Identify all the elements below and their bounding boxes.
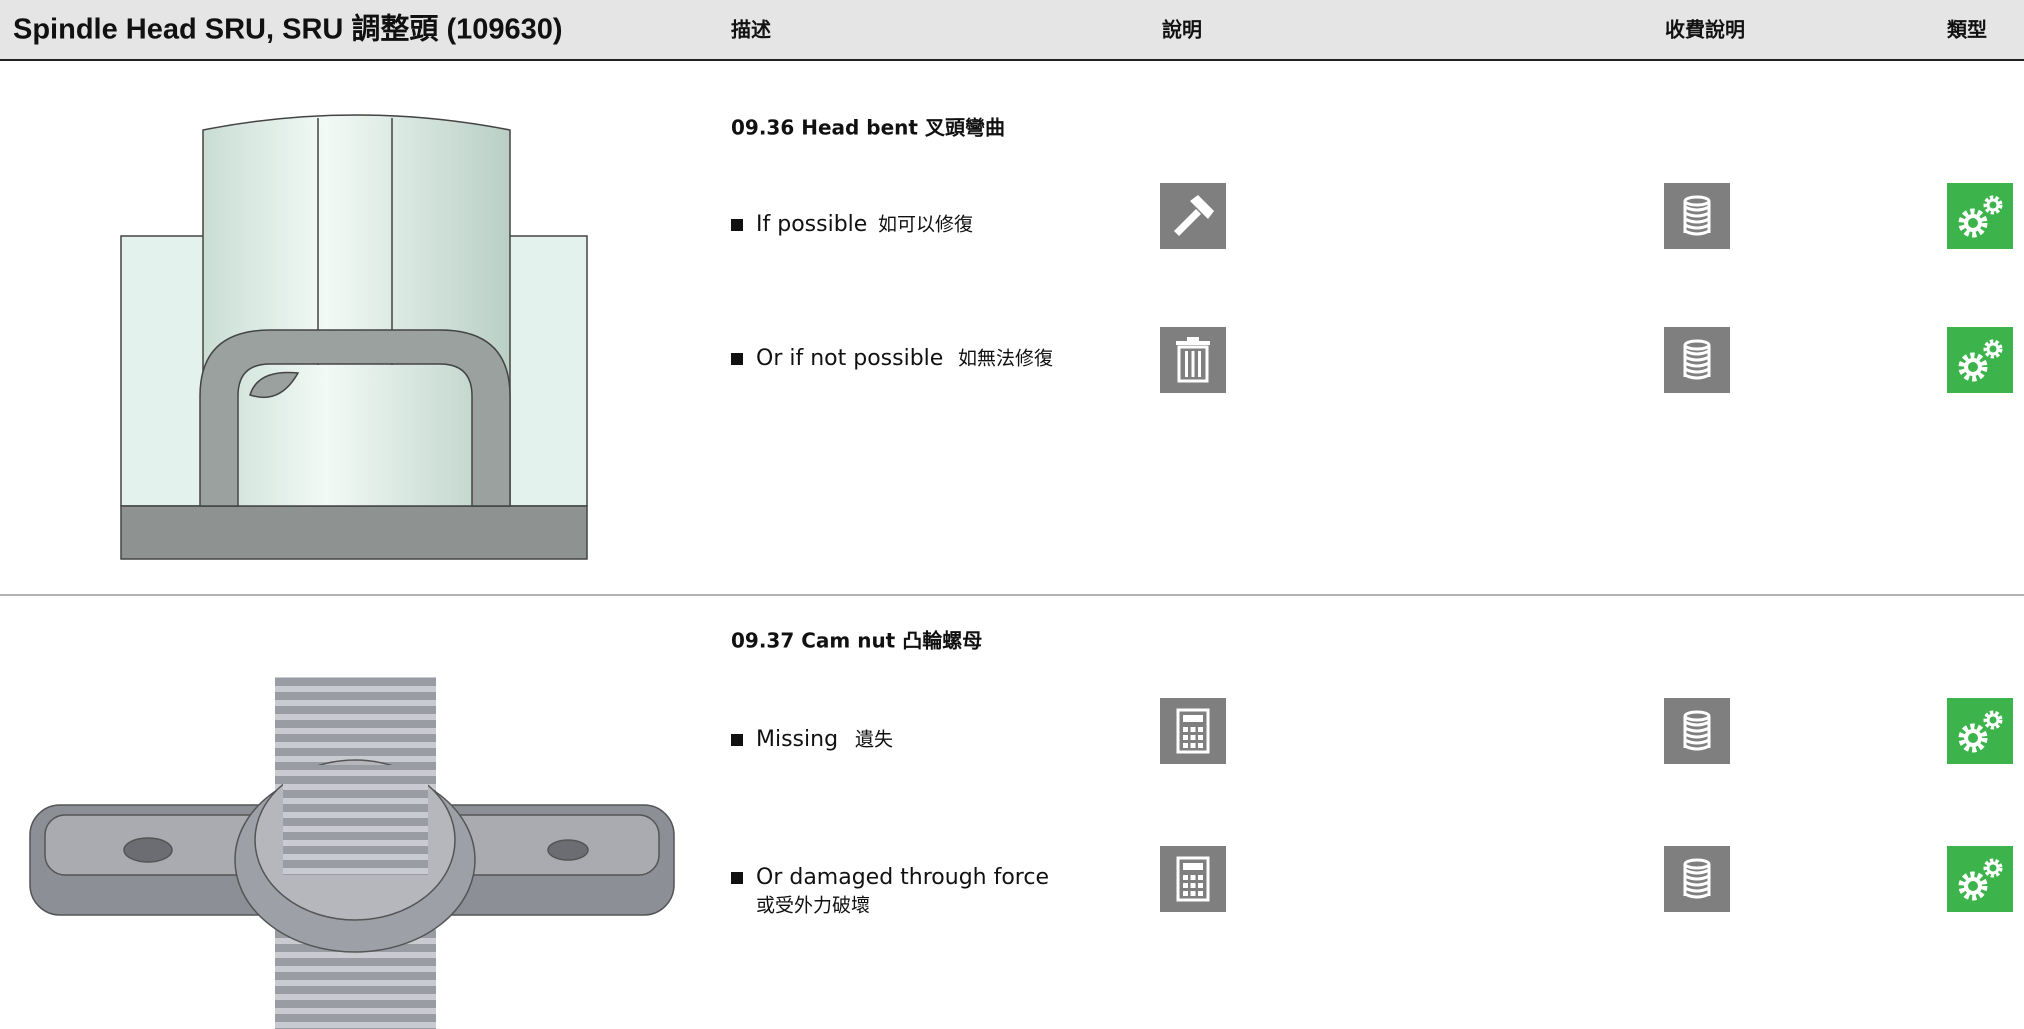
item-text: Missing [756,727,838,752]
page-title: Spindle Head SRU, SRU 調整頭 (109630) [13,13,563,46]
illustration [120,114,588,560]
header-bar [0,0,2024,59]
section-heading: 09.37 Cam nut 凸輪螺母 [731,629,982,653]
bullet [731,219,743,231]
calculate-icon [1160,698,1226,764]
cost-icon [1664,846,1730,912]
section-heading: 09.36 Head bent 叉頭彎曲 [731,116,1005,140]
item-text-zh: 如可以修復 [878,214,973,236]
type-icon [1947,327,2013,393]
item-text-zh: 如無法修復 [958,348,1053,370]
column-header: 說明 [1162,17,1202,41]
column-header: 描述 [731,17,771,41]
item-text: Or damaged through force [756,865,1049,890]
illustration [29,677,675,1029]
item-text: Or if not possible [756,346,943,371]
bullet [731,734,743,746]
bullet [731,353,743,365]
cost-icon [1664,327,1730,393]
cost-icon [1664,698,1730,764]
item-text: If possible [756,212,867,237]
type-icon [1947,846,2013,912]
item-text-zh: 遺失 [855,729,893,751]
item-text-zh: 或受外力破壞 [756,895,870,917]
column-header: 類型 [1947,18,1987,41]
repair-icon [1160,183,1226,249]
calculate-icon [1160,846,1226,912]
cost-icon [1664,183,1730,249]
type-icon [1947,183,2013,249]
bullet [731,872,743,884]
scrap-icon [1160,327,1226,393]
type-icon [1947,698,2013,764]
column-header: 收費說明 [1665,17,1745,41]
